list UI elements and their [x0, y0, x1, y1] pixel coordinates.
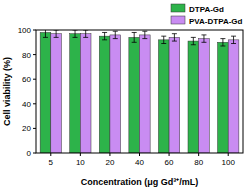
- bar: [158, 40, 169, 153]
- error-cap: [102, 39, 107, 40]
- error-bar: [43, 30, 48, 37]
- error-cap: [73, 37, 78, 38]
- error-bar: [102, 32, 107, 39]
- error-cap: [231, 43, 236, 44]
- error-line: [163, 36, 164, 43]
- x-axis-label: Concentration (μg Gd³⁺/mL): [81, 177, 199, 187]
- error-cap: [201, 34, 206, 35]
- error-cap: [132, 42, 137, 43]
- bar: [228, 40, 239, 153]
- error-cap: [113, 38, 118, 39]
- legend-label: DTPA-Gd: [189, 5, 224, 14]
- bar: [80, 34, 91, 153]
- error-line: [56, 30, 57, 37]
- error-bar: [201, 35, 206, 42]
- error-line: [75, 30, 76, 37]
- legend: DTPA-Gd PVA-DTPA-Gd: [171, 4, 243, 26]
- y-axis-label: Cell viability (%): [2, 57, 12, 126]
- plot-frame: [36, 30, 243, 153]
- error-cap: [132, 32, 137, 33]
- error-line: [174, 34, 175, 41]
- bar: [99, 36, 110, 153]
- error-line: [104, 32, 105, 39]
- error-cap: [142, 31, 147, 32]
- bar: [70, 34, 81, 153]
- error-bar: [142, 31, 147, 38]
- error-cap: [201, 42, 206, 43]
- bar: [218, 42, 229, 153]
- x-tick-label: 20: [105, 158, 114, 167]
- error-cap: [231, 36, 236, 37]
- bar: [51, 34, 62, 153]
- legend-label: PVA-DTPA-Gd: [189, 17, 243, 26]
- bar: [110, 35, 121, 153]
- error-cap: [102, 32, 107, 33]
- x-tick-label: 40: [135, 158, 144, 167]
- error-line: [45, 30, 46, 37]
- error-line: [222, 39, 223, 46]
- x-tick-label: 100: [222, 158, 236, 167]
- x-tick-label: 10: [76, 158, 85, 167]
- error-bar: [220, 39, 225, 46]
- legend-swatch: [171, 4, 185, 12]
- y-tick-label: 0: [27, 149, 32, 158]
- error-cap: [191, 37, 196, 38]
- error-cap: [142, 38, 147, 39]
- y-tick-label: 40: [22, 100, 31, 109]
- error-line: [193, 37, 194, 44]
- x-tick-label: 60: [165, 158, 174, 167]
- y-tick-label: 60: [22, 75, 31, 84]
- error-line: [115, 31, 116, 38]
- error-bar: [231, 36, 236, 43]
- error-cap: [191, 44, 196, 45]
- error-cap: [161, 36, 166, 37]
- y-tick-label: 100: [18, 26, 32, 35]
- bar: [188, 41, 199, 153]
- error-cap: [43, 37, 48, 38]
- bars: [40, 30, 239, 153]
- error-bar: [172, 34, 177, 41]
- x-tick-label: 5: [49, 158, 54, 167]
- error-line: [144, 31, 145, 38]
- x-tick-label: 80: [194, 158, 203, 167]
- bar: [169, 37, 180, 153]
- error-cap: [83, 37, 88, 38]
- error-bar: [161, 36, 166, 43]
- error-bar: [73, 30, 78, 37]
- error-cap: [220, 38, 225, 39]
- bar: [40, 32, 51, 153]
- legend-swatch: [171, 16, 185, 24]
- error-line: [233, 36, 234, 43]
- chart: 0 20 40 60 80 100 5 10 20 40 60 80 100 Concentration …: [0, 0, 247, 189]
- bar: [140, 35, 151, 153]
- error-cap: [54, 37, 59, 38]
- error-cap: [161, 43, 166, 44]
- error-cap: [113, 31, 118, 32]
- error-line: [203, 35, 204, 42]
- error-bar: [83, 30, 88, 37]
- y-tick-label: 80: [22, 51, 31, 60]
- error-bar: [191, 37, 196, 44]
- bar: [199, 39, 210, 153]
- error-bar: [54, 30, 59, 37]
- bar: [129, 37, 140, 153]
- y-tick-label: 20: [22, 124, 31, 133]
- error-cap: [220, 45, 225, 46]
- error-cap: [172, 41, 177, 42]
- error-line: [85, 30, 86, 37]
- error-line: [134, 32, 135, 42]
- error-cap: [172, 33, 177, 34]
- error-bar: [113, 31, 118, 38]
- error-bar: [132, 32, 137, 42]
